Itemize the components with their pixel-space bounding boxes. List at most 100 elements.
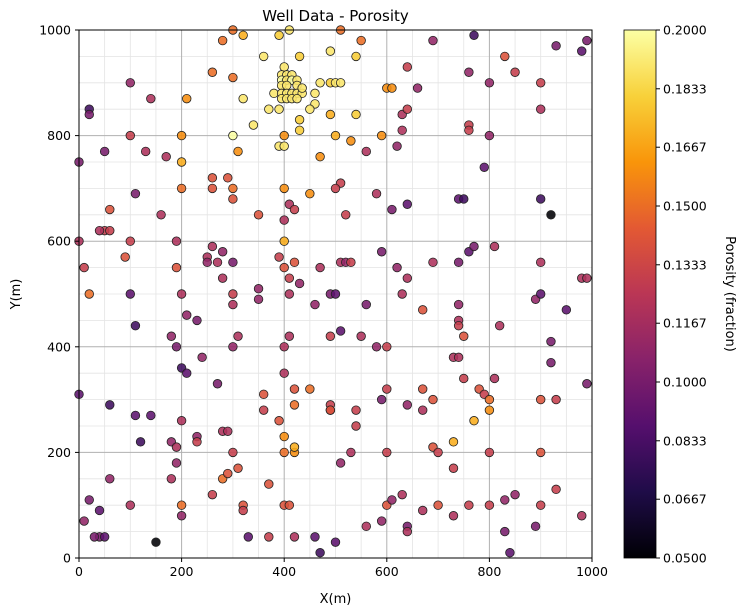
- data-point: [428, 257, 438, 268]
- data-point: [479, 162, 489, 172]
- data-point: [171, 458, 182, 468]
- data-point: [207, 241, 218, 252]
- data-point: [207, 183, 218, 194]
- data-point: [243, 532, 253, 542]
- data-point: [305, 188, 315, 199]
- data-point: [264, 104, 274, 114]
- data-point: [171, 342, 182, 352]
- data-point: [294, 125, 305, 136]
- data-point: [228, 299, 238, 310]
- data-point: [166, 331, 177, 341]
- data-point: [387, 83, 397, 93]
- data-point: [325, 331, 336, 341]
- data-point: [228, 194, 238, 204]
- data-point: [156, 210, 166, 220]
- data-point: [84, 495, 94, 505]
- data-point: [346, 447, 356, 458]
- data-point: [582, 379, 592, 389]
- data-point: [494, 320, 505, 331]
- data-point: [202, 257, 212, 268]
- data-point: [561, 305, 572, 315]
- data-point: [253, 284, 264, 294]
- y-axis-ticks: 0 200 400 600 800 1000: [39, 23, 79, 566]
- data-point: [305, 104, 315, 114]
- data-point: [536, 257, 546, 268]
- data-point: [577, 46, 587, 56]
- data-point: [105, 225, 115, 236]
- data-point: [125, 236, 136, 246]
- data-point: [192, 437, 202, 447]
- data-point: [289, 257, 300, 268]
- data-point: [335, 458, 346, 468]
- data-point: [536, 394, 546, 405]
- data-point: [253, 210, 264, 220]
- data-point: [387, 204, 397, 215]
- data-point: [105, 400, 115, 410]
- y-tick-label: 0: [63, 551, 71, 566]
- colorbar-tick-label: 0.1667: [663, 140, 707, 155]
- data-point: [402, 104, 413, 114]
- data-point: [264, 532, 274, 542]
- data-point: [500, 51, 510, 62]
- y-tick-label: 200: [47, 445, 71, 460]
- data-point: [274, 416, 284, 426]
- data-point: [330, 289, 341, 299]
- data-point: [346, 136, 356, 146]
- data-point: [310, 88, 320, 99]
- data-point: [459, 331, 469, 341]
- data-point: [310, 299, 320, 310]
- data-point: [500, 526, 510, 537]
- data-point: [315, 548, 325, 558]
- y-tick-label: 400: [47, 339, 71, 354]
- data-point: [392, 141, 402, 151]
- data-point: [459, 194, 469, 204]
- data-point: [376, 516, 387, 526]
- data-point: [582, 273, 592, 283]
- data-point: [176, 416, 187, 426]
- data-point: [418, 405, 428, 415]
- data-point: [433, 500, 443, 510]
- data-point: [176, 511, 187, 521]
- data-point: [510, 489, 520, 500]
- data-point: [315, 152, 325, 162]
- data-point: [228, 183, 238, 194]
- data-point: [536, 289, 546, 299]
- data-point: [310, 532, 320, 542]
- data-point: [264, 479, 274, 489]
- data-point: [335, 78, 346, 88]
- data-point: [551, 484, 561, 495]
- data-point: [448, 437, 459, 447]
- data-point: [484, 78, 495, 88]
- data-point: [392, 262, 402, 273]
- data-point: [279, 130, 289, 141]
- data-point: [397, 289, 407, 299]
- data-point: [228, 130, 238, 141]
- data-point: [335, 326, 346, 336]
- data-point: [228, 257, 238, 268]
- data-point: [223, 426, 233, 436]
- colorbar-tick-label: 0.2000: [663, 23, 707, 38]
- data-point: [120, 252, 130, 262]
- data-point: [238, 505, 248, 516]
- data-point: [484, 405, 495, 415]
- y-tick-label: 1000: [39, 23, 71, 38]
- data-point: [233, 146, 243, 157]
- data-point: [166, 474, 177, 484]
- data-point: [171, 262, 182, 273]
- data-point: [289, 384, 300, 394]
- data-point: [453, 257, 464, 268]
- data-point: [146, 410, 156, 421]
- data-point: [258, 389, 269, 400]
- data-point: [305, 384, 315, 394]
- data-point: [382, 342, 392, 352]
- colorbar-tick-label: 0.1000: [663, 375, 707, 390]
- data-point: [223, 468, 233, 479]
- colorbar-label: Porosity (fraction): [722, 236, 737, 352]
- data-point: [94, 505, 105, 516]
- data-point: [84, 109, 94, 120]
- x-tick-label: 1000: [576, 564, 608, 579]
- data-point: [530, 521, 541, 532]
- data-point: [325, 46, 336, 56]
- data-point: [279, 183, 289, 194]
